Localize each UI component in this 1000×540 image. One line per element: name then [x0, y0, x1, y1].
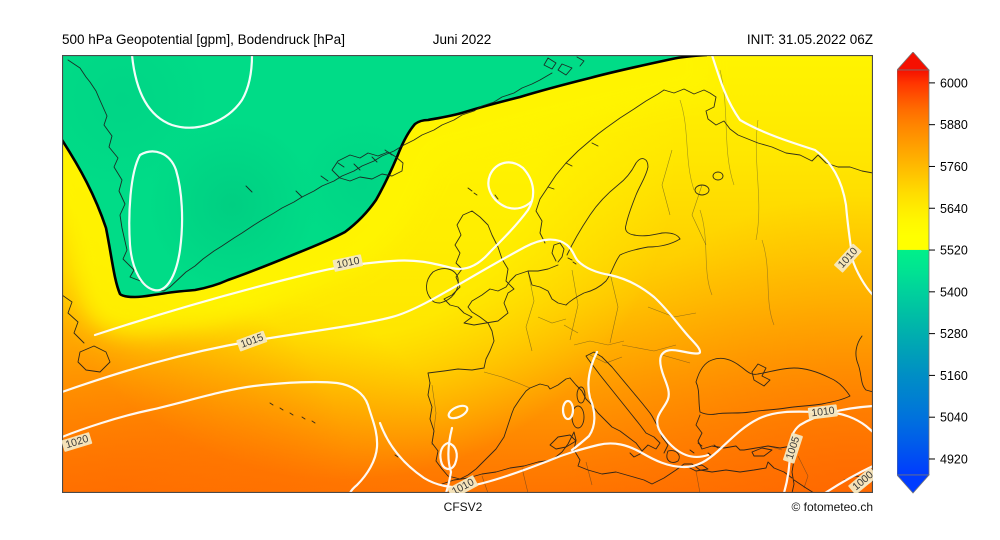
- colorbar-ticks: 6000 5880 5760 5640 5520 5400 5280 5160 5040 4920: [929, 76, 968, 466]
- colorbar-tick-label: 5520: [940, 244, 968, 258]
- isobar-tyrrhenian-loop: [561, 399, 575, 421]
- isobar-med-bits2: [439, 441, 458, 471]
- rivers: [679, 69, 775, 326]
- colorbar-tick-label: 6000: [940, 76, 968, 90]
- azores-high-tint: [92, 300, 452, 493]
- isobar-1020-azores: [62, 380, 379, 493]
- isobar-spain-loop: [447, 404, 469, 420]
- isobar-greenland-loop: [128, 150, 184, 292]
- isobar-1010-atlantic: [93, 161, 535, 337]
- colorbar-tick-label: 4920: [940, 452, 968, 466]
- se-deep-orange-tint: [562, 195, 873, 493]
- copyright-label: © fotometeo.ch: [791, 500, 873, 514]
- isobar-1015-europe: [62, 238, 710, 458]
- init-time: INIT: 31.05.2022 06Z: [746, 32, 873, 47]
- colorbar-bottom-arrow: [897, 474, 930, 494]
- colorbar-tick-label: 5760: [940, 160, 968, 174]
- isobar-italy-line: [570, 350, 599, 452]
- colorbar-top-arrow: [897, 52, 930, 71]
- green-inner-tint: [147, 120, 317, 290]
- isobar-arctic-u: [130, 55, 254, 129]
- weather-map: 1010 1015 1020 1010 1010 1010 1005 1000: [62, 55, 873, 493]
- country-borders: [431, 149, 809, 493]
- colorbar-tick-label: 5400: [940, 285, 968, 299]
- isobar-med-bits1: [444, 426, 454, 493]
- colorbar-tick-label: 5280: [940, 327, 968, 341]
- colorbar-tick-label: 5040: [940, 411, 968, 425]
- colorbar-body: [897, 69, 930, 476]
- colorbar-tick-label: 5640: [940, 202, 968, 216]
- model-label: CFSV2: [443, 500, 483, 514]
- colorbar-tick-label: 5160: [940, 369, 968, 383]
- valid-period: Juni 2022: [432, 32, 492, 47]
- contour-5520: [62, 55, 708, 299]
- colorbar-tick-label: 5880: [940, 118, 968, 132]
- chart-title: 500 hPa Geopotential [gpm], Bodendruck […: [62, 32, 345, 47]
- coastlines: [62, 56, 873, 493]
- colorbar: 6000 5880 5760 5640 5520 5400 5280 5160 5040 4920: [897, 52, 968, 494]
- map-canvas: [62, 55, 873, 493]
- green-inner-tint3: [62, 55, 212, 190]
- map-border: [62, 55, 873, 493]
